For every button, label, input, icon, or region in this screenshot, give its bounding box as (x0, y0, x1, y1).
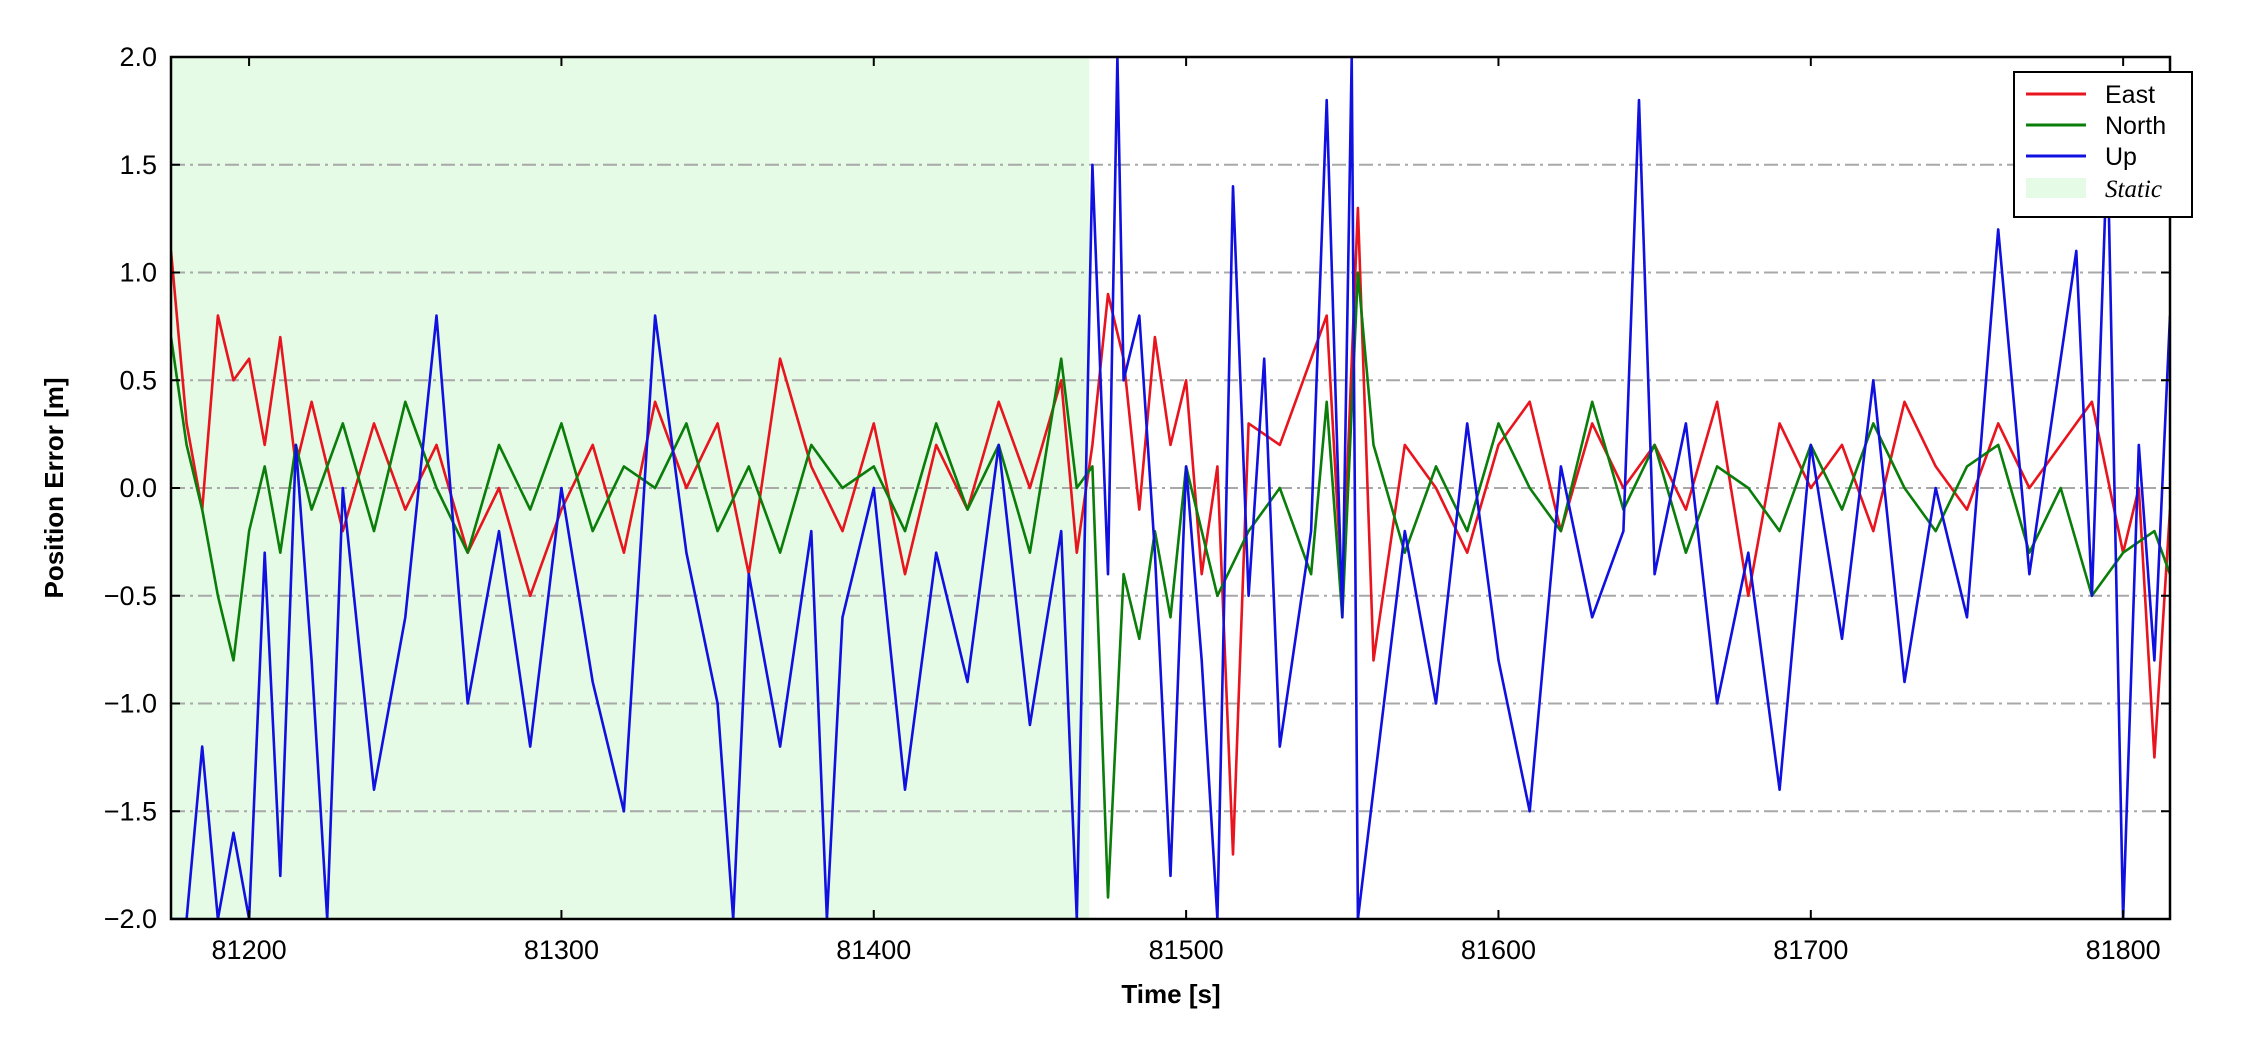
y-tick-label: −1.5 (104, 796, 157, 826)
series-line-north (171, 271, 2170, 899)
x-tick-label: 81400 (836, 935, 911, 965)
series-line-up (171, 57, 2170, 919)
y-tick-label: 1.0 (119, 258, 157, 288)
x-tick-label: 81200 (212, 935, 287, 965)
legend-label-east: East (2105, 81, 2155, 109)
x-tick-label: 81600 (1461, 935, 1536, 965)
x-tick-label: 81500 (1149, 935, 1224, 965)
legend: East North Up Static (2013, 71, 2193, 218)
x-axis-label: Time [s] (1121, 979, 1220, 1009)
x-tick-label: 81700 (1773, 935, 1848, 965)
y-tick-label: −1.0 (104, 689, 157, 719)
x-tick-label: 81300 (524, 935, 599, 965)
y-tick-label: 2.0 (119, 42, 157, 72)
y-tick-label: −2.0 (104, 904, 157, 934)
legend-label-up: Up (2105, 143, 2137, 171)
legend-label-north: North (2105, 112, 2166, 140)
y-tick-label: 0.0 (119, 473, 157, 503)
y-tick-label: 1.5 (119, 150, 157, 180)
legend-swatch-static (2026, 178, 2086, 198)
y-tick-label: 0.5 (119, 365, 157, 395)
x-tick-label: 81800 (2086, 935, 2161, 965)
series-line-east (171, 206, 2170, 856)
y-tick-label: −0.5 (104, 581, 157, 611)
y-axis-label: Position Error [m] (39, 377, 69, 598)
legend-label-static: Static (2105, 176, 2162, 203)
